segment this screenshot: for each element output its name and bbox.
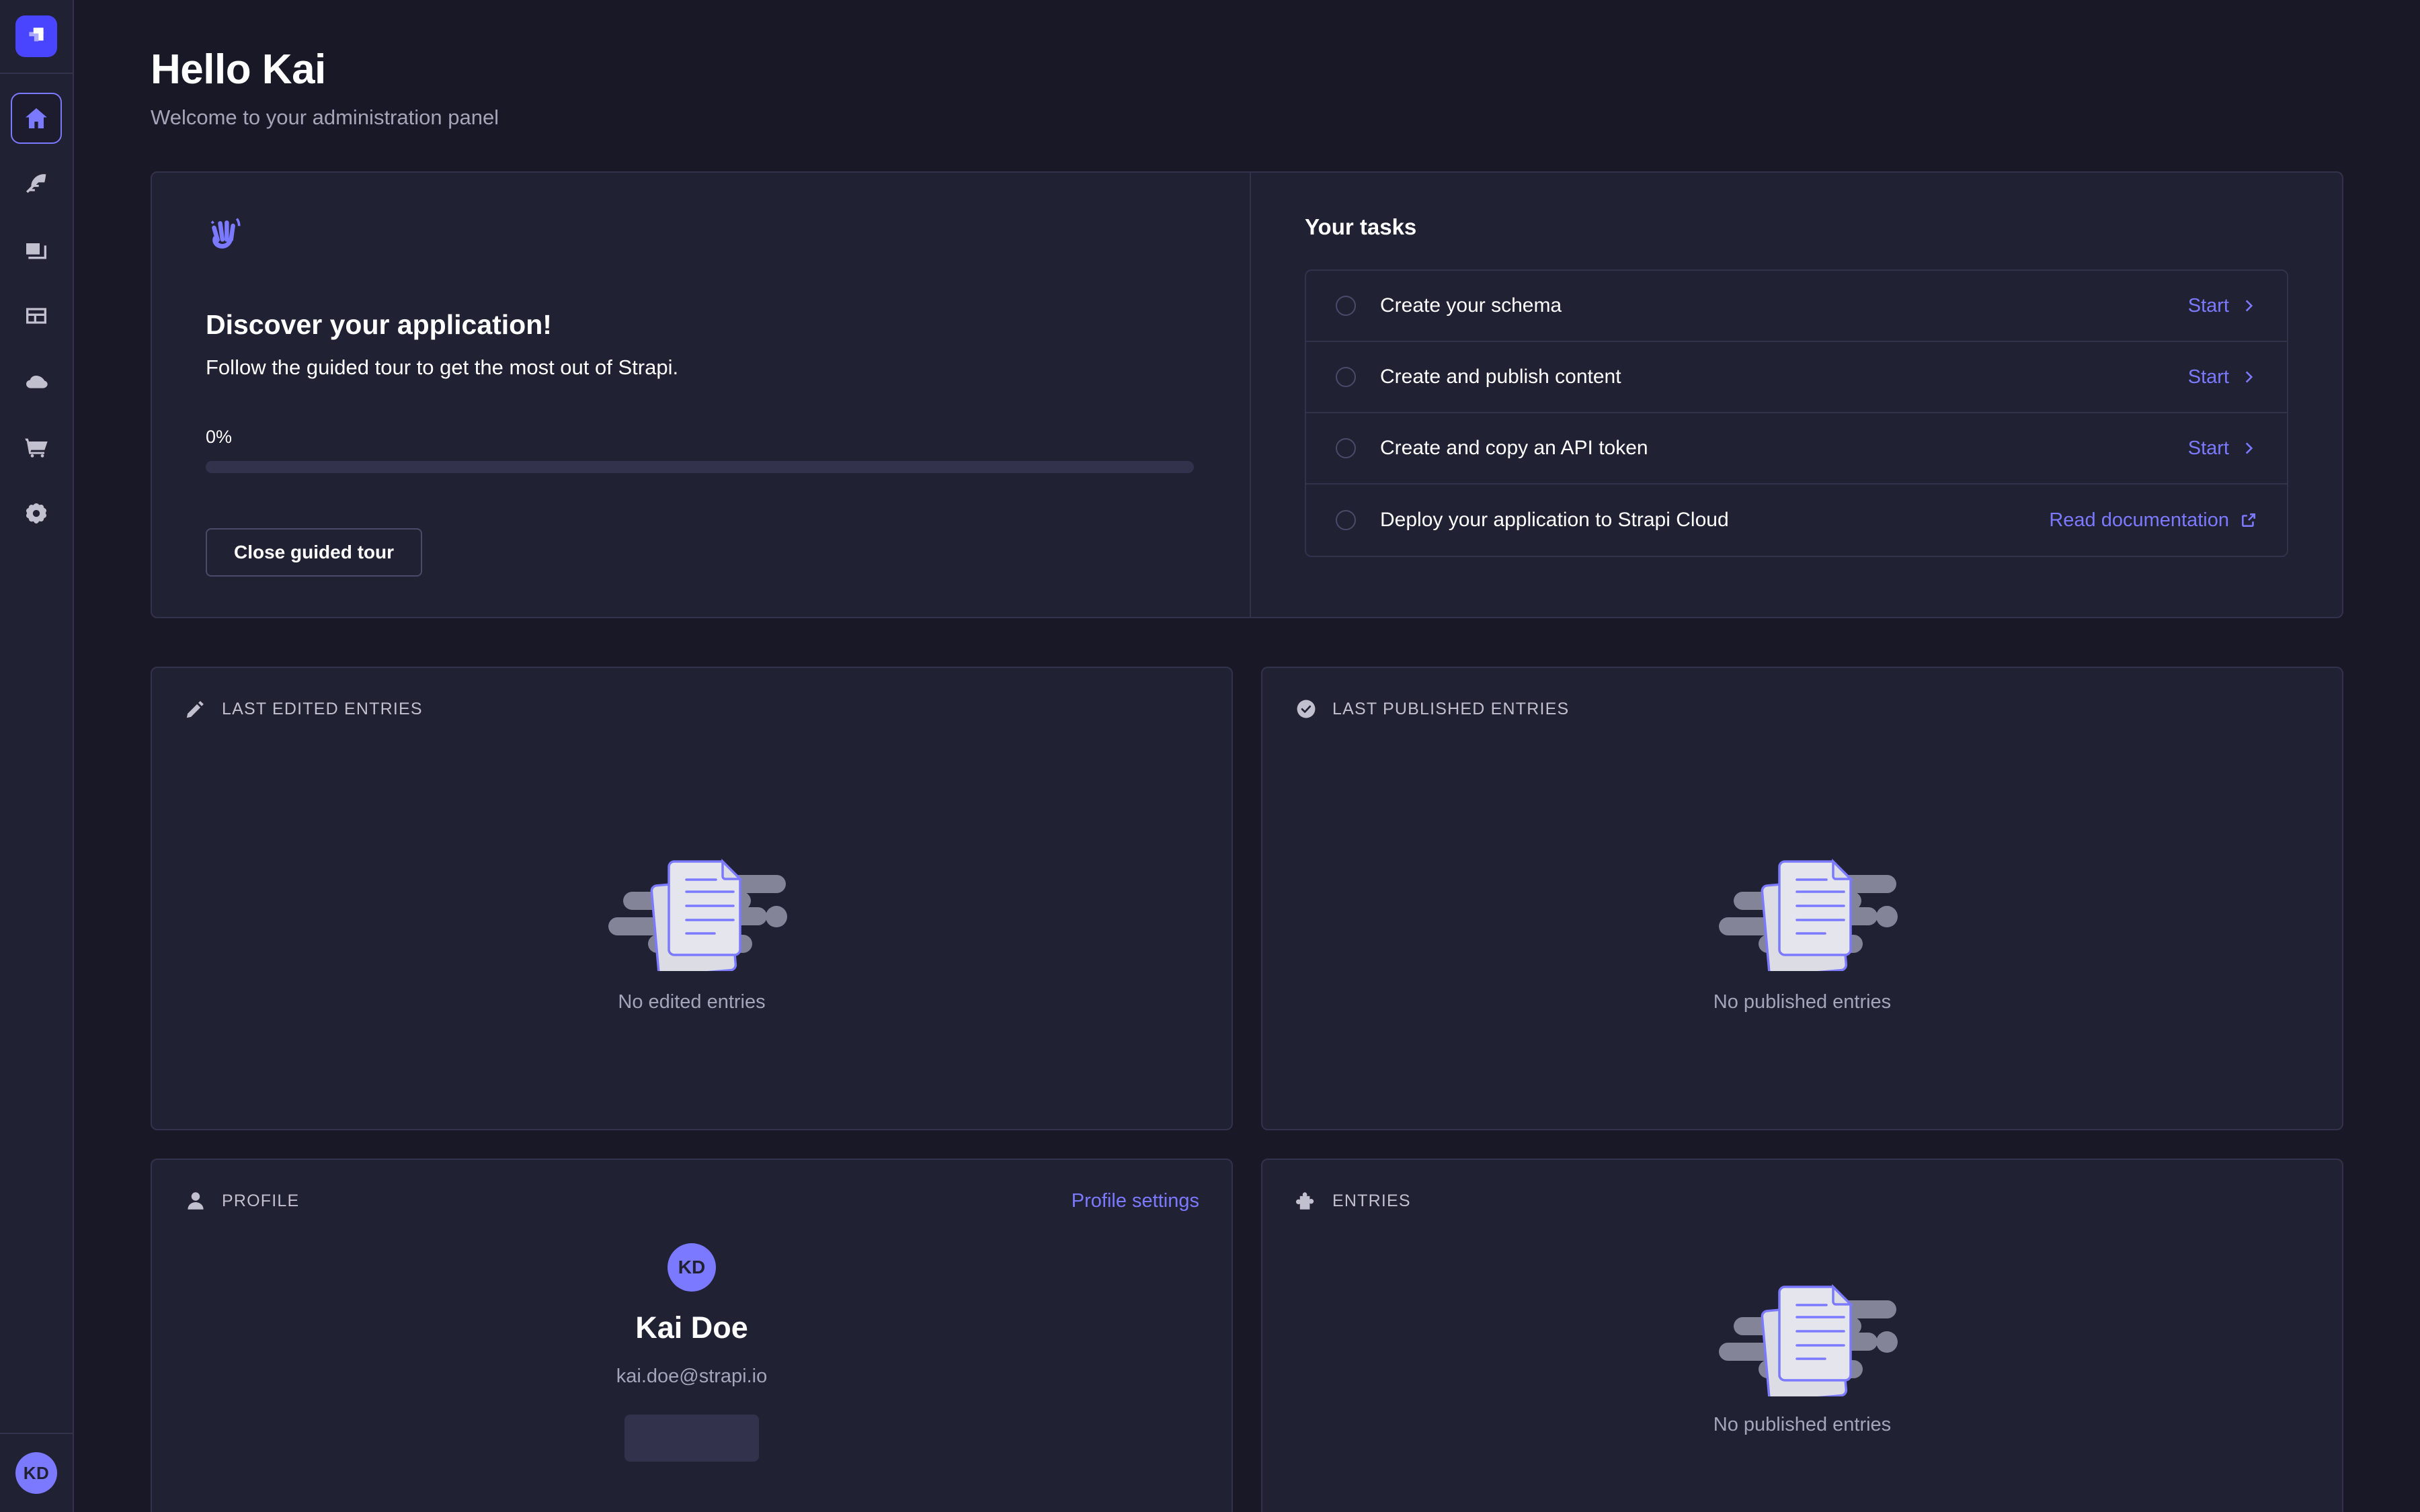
task-checkbox[interactable] (1336, 510, 1356, 530)
empty-state-text: No edited entries (618, 991, 766, 1013)
empty-documents-illustration (1695, 810, 1910, 971)
sidebar-item-content-manager[interactable] (11, 159, 62, 210)
task-label: Create your schema (1380, 294, 1562, 317)
page-title: Hello Kai (151, 46, 326, 93)
last-published-column: LAST PUBLISHED ENTRIES (1261, 667, 2343, 1130)
last-edited-column: LAST EDITED ENTRIES (151, 667, 1233, 1130)
page-header: Hello Kai Welcome to your administration… (151, 0, 2343, 130)
progress-bar (206, 461, 1194, 473)
sidebar-item-cloud[interactable] (11, 356, 62, 407)
card-title: LAST PUBLISHED ENTRIES (1332, 699, 1570, 718)
card-title: PROFILE (222, 1191, 300, 1210)
profile-email: kai.doe@strapi.io (616, 1366, 768, 1387)
empty-documents-illustration (1695, 1235, 1910, 1396)
task-label: Deploy your application to Strapi Cloud (1380, 509, 1729, 531)
strapi-logo-icon[interactable] (15, 15, 57, 57)
card-title: LAST EDITED ENTRIES (222, 699, 423, 718)
tasks-title: Your tasks (1305, 214, 1417, 239)
page-subtitle: Welcome to your administration panel (151, 106, 499, 129)
empty-state-text: No published entries (1713, 991, 1892, 1013)
profile-settings-link[interactable]: Profile settings (1071, 1189, 1199, 1212)
sidebar-logo-container[interactable] (0, 0, 73, 74)
sidebar-avatar[interactable]: KD (15, 1452, 57, 1494)
tasks-panel: Your tasks Create your schema Start Crea… (1251, 173, 2342, 617)
card-header: ENTRIES (1295, 1189, 2310, 1212)
tasks-list: Create your schema Start Create and publ… (1305, 269, 2288, 557)
task-row[interactable]: Create and publish content Start (1306, 342, 2287, 413)
avatar: KD (668, 1243, 716, 1292)
profile-body: KD Kai Doe kai.doe@strapi.io (184, 1243, 1199, 1462)
empty-state: No published entries (1295, 1235, 2310, 1436)
entries-column: ENTRIES (1261, 1159, 2343, 1512)
sidebar-nav-list (11, 93, 62, 539)
empty-documents-illustration (584, 810, 799, 971)
main-sidebar: KD (0, 0, 74, 1512)
task-action-label: Start (2187, 294, 2229, 317)
pencil-icon (184, 698, 207, 720)
progress-label: 0% (206, 427, 233, 447)
chevron-right-icon (2245, 300, 2253, 312)
sidebar-user-section[interactable]: KD (0, 1433, 73, 1512)
task-label: Create and copy an API token (1380, 437, 1648, 459)
last-edited-entries-card: LAST EDITED ENTRIES (151, 667, 1233, 1130)
task-action-label: Read documentation (2049, 509, 2229, 531)
last-published-entries-card: LAST PUBLISHED ENTRIES (1261, 667, 2343, 1130)
chevron-right-icon (2245, 371, 2253, 383)
check-circle-icon (1295, 698, 1318, 720)
task-checkbox[interactable] (1336, 296, 1356, 316)
task-checkbox[interactable] (1336, 438, 1356, 458)
guided-tour-card: Discover your application! Follow the gu… (151, 171, 2343, 618)
task-action-link[interactable]: Read documentation (2049, 509, 2257, 532)
sidebar-item-content-type-builder[interactable] (11, 290, 62, 341)
sidebar-item-media-library[interactable] (11, 224, 62, 276)
waving-hand-icon (206, 214, 1196, 261)
user-icon (184, 1189, 207, 1212)
task-action-link[interactable]: Start (2188, 295, 2257, 317)
task-row[interactable]: Create and copy an API token Start (1306, 413, 2287, 485)
guided-tour-panel: Discover your application! Follow the gu… (152, 173, 1251, 617)
task-row[interactable]: Create your schema Start (1306, 271, 2287, 342)
task-action-label: Start (2187, 366, 2229, 388)
profile-card: PROFILE Profile settings KD Kai Doe kai.… (151, 1159, 1233, 1512)
puzzle-piece-icon (1295, 1189, 1318, 1212)
task-checkbox[interactable] (1336, 367, 1356, 387)
sidebar-item-marketplace[interactable] (11, 422, 62, 473)
card-header: PROFILE Profile settings (184, 1189, 1199, 1212)
bottom-grid: PROFILE Profile settings KD Kai Doe kai.… (151, 1159, 2343, 1512)
guided-tour-title: Discover your application! (206, 309, 552, 340)
card-header: LAST EDITED ENTRIES (184, 698, 1199, 720)
task-label: Create and publish content (1380, 366, 1621, 388)
profile-name: Kai Doe (635, 1310, 748, 1345)
profile-action-button[interactable] (624, 1415, 759, 1462)
sidebar-item-settings[interactable] (11, 488, 62, 539)
main-content: Hello Kai Welcome to your administration… (74, 0, 2420, 1512)
entries-grid: LAST EDITED ENTRIES (151, 667, 2343, 1130)
task-action-label: Start (2187, 437, 2229, 459)
chevron-right-icon (2245, 442, 2253, 454)
external-link-icon (2242, 513, 2255, 527)
task-action-link[interactable]: Start (2188, 437, 2257, 460)
empty-state: No published entries (1295, 720, 2310, 1129)
guided-tour-description: Follow the guided tour to get the most o… (206, 355, 679, 379)
empty-state: No edited entries (184, 720, 1199, 1129)
close-guided-tour-button[interactable]: Close guided tour (206, 528, 422, 577)
task-row[interactable]: Deploy your application to Strapi Cloud … (1306, 485, 2287, 556)
empty-state-text: No published entries (1713, 1414, 1892, 1435)
card-title: ENTRIES (1332, 1191, 1411, 1210)
task-action-link[interactable]: Start (2188, 366, 2257, 388)
entries-card: ENTRIES (1261, 1159, 2343, 1512)
profile-column: PROFILE Profile settings KD Kai Doe kai.… (151, 1159, 1233, 1512)
card-header: LAST PUBLISHED ENTRIES (1295, 698, 2310, 720)
sidebar-item-home[interactable] (11, 93, 62, 144)
